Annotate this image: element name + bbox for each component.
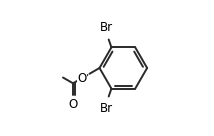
Text: Br: Br	[100, 102, 113, 115]
Text: O: O	[77, 72, 86, 85]
Text: Br: Br	[100, 21, 113, 34]
Text: O: O	[68, 98, 78, 111]
